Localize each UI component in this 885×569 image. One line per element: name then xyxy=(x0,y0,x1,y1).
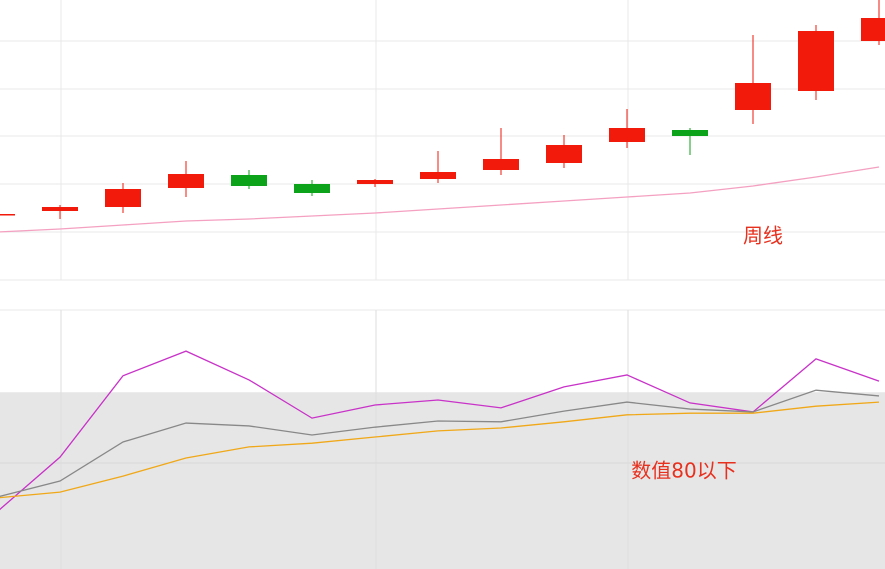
candle-body xyxy=(483,159,519,170)
indicator-line xyxy=(0,389,880,497)
candle-body xyxy=(798,31,834,91)
candle-body xyxy=(168,174,204,188)
candle-body xyxy=(42,207,78,211)
candle-body xyxy=(105,189,141,207)
indicator-line xyxy=(0,401,880,499)
candle-body xyxy=(420,172,456,179)
annotation: 数值80以下 xyxy=(631,459,736,483)
candle-body xyxy=(672,130,708,136)
candle-body xyxy=(546,145,582,163)
indicator-line xyxy=(0,350,880,511)
candle-body xyxy=(357,180,393,184)
candle-body xyxy=(231,175,267,186)
threshold-shade xyxy=(0,392,885,569)
moving-average xyxy=(0,166,880,233)
candle-body xyxy=(294,184,330,193)
candle-body xyxy=(735,83,771,110)
candle-body xyxy=(609,128,645,142)
grid xyxy=(0,0,885,311)
candle-body xyxy=(0,214,15,216)
annotation: 周线 xyxy=(743,224,783,248)
candle-body xyxy=(861,18,885,41)
